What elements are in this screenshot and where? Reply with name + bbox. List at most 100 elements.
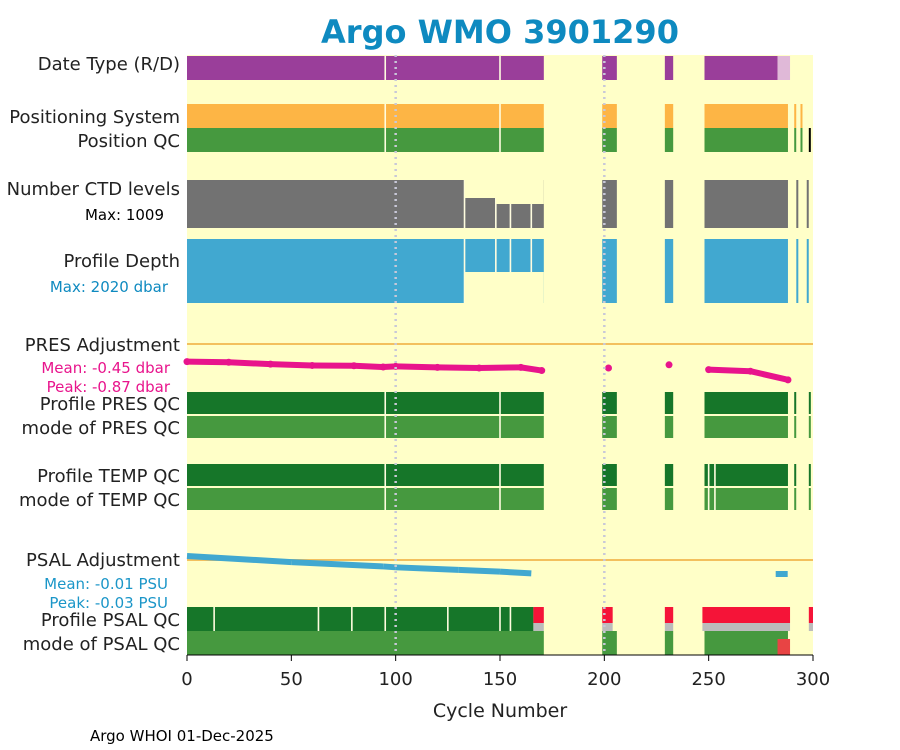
profile-psal-qc-gray-0: [533, 623, 544, 631]
psal-qc-gap-1: [317, 607, 320, 631]
psal-qc-gap-2: [351, 607, 353, 631]
date-type-gap-0: [384, 56, 387, 80]
date-type-realtime-2: [664, 56, 674, 80]
positioning-system-bar-0: [187, 104, 544, 128]
profile-depth-gap-2: [509, 239, 512, 303]
profile-depth-bar-late-2: [704, 239, 788, 303]
profile-depth-notch: [464, 272, 544, 303]
positioning-extra-1: [794, 104, 797, 128]
ctd-levels-bar-late-0: [602, 180, 617, 228]
x-tick-label-6: 300: [796, 669, 830, 690]
ctd-levels-extra-2: [806, 180, 809, 228]
date-type-realtime-0: [187, 56, 544, 80]
date-type-gap-1: [499, 56, 501, 80]
profile-pres-qc-bar-1: [602, 392, 617, 414]
x-tick-label-4: 200: [587, 669, 621, 690]
profile-temp-qc-extra-2: [808, 464, 811, 486]
pres-adjust-seg-4: [350, 362, 387, 371]
label-pres-adjustment: PRES Adjustment: [25, 335, 180, 356]
mode-psal-qc-bar-1: [602, 631, 617, 655]
label-psal-peak: Peak: -0.03 PSU: [49, 594, 168, 612]
label-psal-mean: Mean: -0.01 PSU: [44, 575, 168, 593]
psal-adjust-seg-2: [382, 563, 396, 571]
label-ctd-max: Max: 1009: [85, 206, 164, 224]
positioning-system-bar-1: [602, 104, 617, 128]
psal-adjust-seg-0: [186, 553, 292, 566]
pres-adjust-seg-13: [705, 366, 754, 375]
profile-temp-qc-bar-0: [187, 464, 544, 486]
footer-credit: Argo WHOI 01-Dec-2025: [90, 727, 274, 745]
profile-psal-qc-gray-4: [808, 623, 813, 631]
label-position-qc: Position QC: [77, 131, 180, 152]
profile-pres-qc-extra-2: [808, 392, 811, 414]
x-tick-label-0: 0: [181, 669, 192, 690]
x-tick-label-3: 150: [483, 669, 517, 690]
temp-qc-gap-1: [499, 464, 501, 510]
mode-temp-qc-extra: [794, 488, 797, 510]
psal-adjust-seg-5: [499, 568, 532, 577]
pres-adjust-seg-6: [392, 363, 441, 371]
profile-depth-gap-0: [463, 239, 466, 303]
psal-qc-gap-5: [499, 607, 501, 631]
pres-adjust-point-9: [517, 363, 525, 371]
plot-background: [187, 55, 813, 655]
date-type-realtime-1: [602, 56, 617, 80]
position-qc-bar-2: [664, 128, 674, 152]
pres-adjust-seg-9: [517, 364, 545, 374]
profile-psal-qc-gray-2: [664, 623, 674, 631]
psal-qc-gap-3: [384, 607, 387, 631]
x-tick-label-2: 100: [378, 669, 412, 690]
label-mode-pres-qc: mode of PRES QC: [22, 418, 180, 439]
pres-adjust-seg-7: [434, 364, 483, 371]
psal-adjust-seg-1: [291, 559, 384, 570]
position-qc-extra-1: [794, 128, 797, 152]
pres-adjust-point-6: [392, 362, 400, 370]
pres-adjust-point-12: [665, 361, 673, 369]
profile-depth-bar-late-1: [664, 239, 674, 303]
profile-psal-qc-bad-4: [808, 607, 813, 623]
profile-psal-qc-bad-3: [702, 607, 791, 623]
x-axis-label: Cycle Number: [433, 700, 567, 722]
positioning-extra-2: [800, 104, 803, 128]
date-type-realtime-3: [704, 56, 778, 80]
profile-psal-qc-gray-1: [602, 623, 613, 631]
position-qc-bar-1: [602, 128, 617, 152]
pres-qc-gap-1: [499, 392, 501, 438]
profile-pres-qc-bar-2: [664, 392, 674, 414]
psal-adjust-late-point: [775, 571, 788, 577]
profile-depth-extra-2: [806, 239, 809, 303]
label-mode-temp-qc: mode of TEMP QC: [19, 490, 180, 511]
position-qc-gap-1: [499, 128, 501, 152]
x-tick-label-5: 250: [691, 669, 725, 690]
pres-adjust-point-13: [705, 366, 713, 374]
temp-qc-gap-3: [714, 464, 716, 510]
pres-adjust-point-2: [266, 360, 274, 368]
label-profile-temp-qc: Profile TEMP QC: [37, 466, 180, 487]
mode-temp-qc-bar-2: [664, 488, 674, 510]
profile-psal-qc-bar-0: [187, 607, 534, 631]
label-positioning-system: Positioning System: [9, 107, 180, 128]
psal-qc-gap-6: [509, 607, 512, 631]
pres-adjust-seg-14: [747, 368, 791, 383]
positioning-system-bar-2: [664, 104, 674, 128]
label-profile-pres-qc: Profile PRES QC: [40, 394, 180, 415]
pres-adjust-point-15: [784, 376, 792, 384]
ctd-levels-gap-0: [463, 180, 466, 228]
pres-adjust-point-4: [350, 362, 358, 370]
temp-qc-gap-0: [384, 464, 387, 510]
psal-qc-gap-0: [213, 607, 215, 631]
position-qc-bad: [808, 128, 811, 152]
pres-adjust-point-11: [605, 364, 613, 372]
profile-temp-qc-bar-2: [664, 464, 674, 486]
x-tick-label-1: 50: [280, 669, 303, 690]
mode-temp-qc-extra-2: [808, 488, 811, 510]
profile-psal-qc-bad-2: [664, 607, 674, 623]
temp-qc-gap-2: [707, 464, 710, 510]
mode-psal-qc-suspect-0: [777, 639, 791, 655]
label-depth-max: Max: 2020 dbar: [50, 278, 169, 296]
mode-temp-qc-bar-3: [704, 488, 788, 510]
position-qc-extra-2: [800, 128, 803, 152]
profile-pres-qc-bar-3: [704, 392, 788, 414]
psal-adjust-seg-3: [395, 564, 459, 573]
pres-adjust-point-10: [538, 367, 546, 375]
